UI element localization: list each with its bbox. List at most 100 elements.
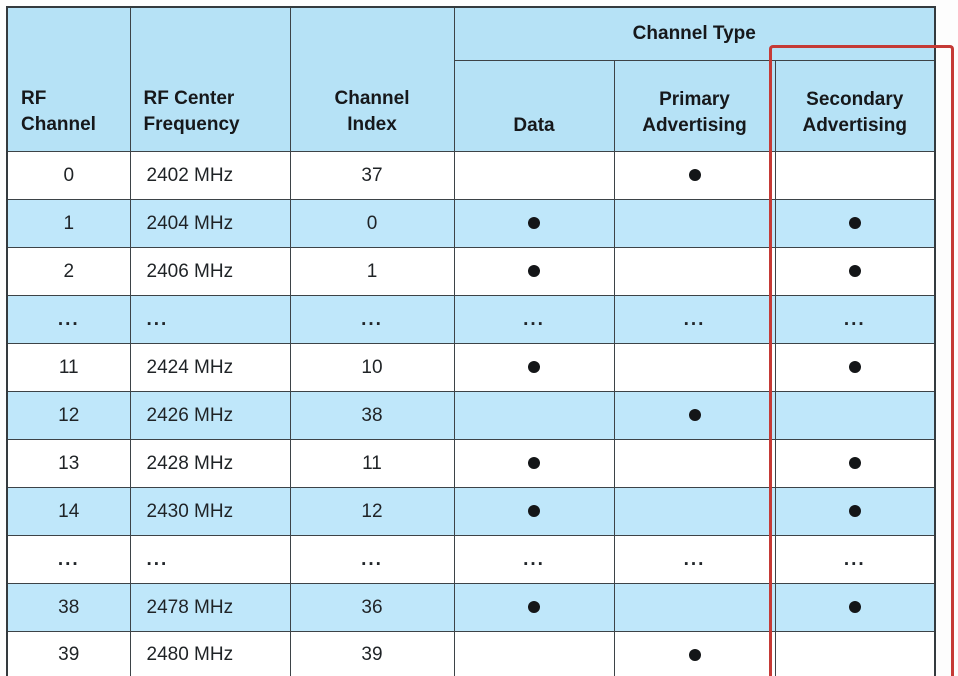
rf-center-frequency-cell: 2404 MHz xyxy=(129,199,291,248)
rf-channel-cell: 13 xyxy=(6,439,131,488)
rf-center-frequency-cell: 2406 MHz xyxy=(129,247,291,296)
secondary-advertising-cell xyxy=(774,151,936,200)
primary-advertising-cell xyxy=(613,247,776,296)
col-header-data: Data xyxy=(453,60,615,152)
table-row: 12 2426 MHz 38 xyxy=(6,391,936,440)
table-row: 2 2406 MHz 1 xyxy=(6,247,936,296)
table-row: 39 2480 MHz 39 xyxy=(6,631,936,676)
primary-advertising-cell xyxy=(613,151,776,200)
table-row: 11 2424 MHz 10 xyxy=(6,343,936,392)
dot-marker xyxy=(528,457,540,470)
data-channel-cell xyxy=(453,487,615,536)
channel-index-cell: 1 xyxy=(289,247,455,296)
data-channel-cell: ... xyxy=(453,535,615,584)
rf-center-frequency-cell: ... xyxy=(129,295,291,344)
table-row: 14 2430 MHz 12 xyxy=(6,487,936,536)
rf-channel-cell: 2 xyxy=(6,247,131,296)
channel-index-cell: ... xyxy=(289,295,455,344)
dot-marker xyxy=(688,409,701,422)
header-sub-row: Data Primary Advertising Secondary Adver… xyxy=(7,60,936,152)
dot-marker xyxy=(848,217,861,230)
data-channel-cell xyxy=(453,247,615,296)
rf-channel-cell: 14 xyxy=(6,487,131,536)
table-row: .................. xyxy=(6,295,936,344)
table-body: 0 2402 MHz 37 1 2404 MHz 0 2 2406 MHz 1.........… xyxy=(6,151,936,676)
channel-index-cell: 12 xyxy=(289,487,455,536)
rf-channel-cell: ... xyxy=(6,295,131,344)
secondary-advertising-cell xyxy=(774,343,936,392)
table-row: 0 2402 MHz 37 xyxy=(6,151,936,200)
channel-index-cell: 10 xyxy=(289,343,455,392)
secondary-advertising-cell: ... xyxy=(774,295,936,344)
secondary-advertising-cell xyxy=(774,391,936,440)
dot-marker xyxy=(848,505,861,518)
secondary-advertising-cell xyxy=(774,583,936,632)
col-header-secondary-advertising: Secondary Advertising xyxy=(774,60,936,152)
rf-center-frequency-cell: 2428 MHz xyxy=(129,439,291,488)
table-row: .................. xyxy=(6,535,936,584)
table-row: 1 2404 MHz 0 xyxy=(6,199,936,248)
channel-index-cell: 11 xyxy=(289,439,455,488)
secondary-advertising-cell xyxy=(774,199,936,248)
dot-marker xyxy=(848,601,861,614)
data-channel-cell xyxy=(453,583,615,632)
rf-center-frequency-cell: ... xyxy=(129,535,291,584)
data-channel-cell xyxy=(453,391,615,440)
rf-center-frequency-cell: 2426 MHz xyxy=(129,391,291,440)
secondary-advertising-cell xyxy=(774,439,936,488)
col-header-rf-channel: RF Channel xyxy=(6,6,131,152)
table-header: RF Channel RF Center Frequency Channel I… xyxy=(6,6,936,152)
dot-marker xyxy=(848,457,861,470)
data-channel-cell xyxy=(453,151,615,200)
rf-channel-cell: 0 xyxy=(6,151,131,200)
primary-advertising-cell xyxy=(613,583,776,632)
rf-center-frequency-cell: 2480 MHz xyxy=(129,631,291,676)
primary-advertising-cell xyxy=(613,343,776,392)
col-header-channel-type: Channel Type xyxy=(453,6,936,61)
rf-channel-cell: 12 xyxy=(6,391,131,440)
rf-channel-cell: 38 xyxy=(6,583,131,632)
primary-advertising-cell xyxy=(613,487,776,536)
dot-marker xyxy=(688,649,701,662)
rf-channel-cell: 39 xyxy=(6,631,131,676)
data-channel-cell xyxy=(453,439,615,488)
dot-marker xyxy=(688,169,701,182)
dot-marker xyxy=(528,265,540,278)
rf-channel-cell: 1 xyxy=(6,199,131,248)
rf-center-frequency-cell: 2430 MHz xyxy=(129,487,291,536)
channel-index-cell: 37 xyxy=(289,151,455,200)
secondary-advertising-cell xyxy=(774,487,936,536)
data-channel-cell xyxy=(453,631,615,676)
secondary-advertising-cell: ... xyxy=(774,535,936,584)
rf-center-frequency-cell: 2478 MHz xyxy=(129,583,291,632)
rf-channel-cell: 11 xyxy=(6,343,131,392)
secondary-advertising-cell xyxy=(774,247,936,296)
col-header-channel-index: Channel Index xyxy=(289,6,455,152)
table-row: 13 2428 MHz 11 xyxy=(6,439,936,488)
rf-center-frequency-cell: 2402 MHz xyxy=(129,151,291,200)
primary-advertising-cell: ... xyxy=(613,535,776,584)
header-group-row: RF Channel RF Center Frequency Channel I… xyxy=(6,6,936,152)
dot-marker xyxy=(528,601,540,614)
data-channel-cell: ... xyxy=(453,295,615,344)
primary-advertising-cell xyxy=(613,439,776,488)
dot-marker xyxy=(528,361,540,374)
ble-channel-table: RF Channel RF Center Frequency Channel I… xyxy=(6,6,937,676)
channel-index-cell: 0 xyxy=(289,199,455,248)
rf-channel-cell: ... xyxy=(6,535,131,584)
primary-advertising-cell xyxy=(613,199,776,248)
table-row: 38 2478 MHz 36 xyxy=(6,583,936,632)
rf-center-frequency-cell: 2424 MHz xyxy=(129,343,291,392)
secondary-advertising-cell xyxy=(774,631,936,676)
data-channel-cell xyxy=(453,343,615,392)
col-header-primary-advertising: Primary Advertising xyxy=(613,60,776,152)
dot-marker xyxy=(848,361,861,374)
channel-index-cell: 38 xyxy=(289,391,455,440)
primary-advertising-cell: ... xyxy=(613,295,776,344)
col-header-rf-center-frequency: RF Center Frequency xyxy=(129,6,291,152)
dot-marker xyxy=(848,265,861,278)
primary-advertising-cell xyxy=(613,631,776,676)
data-channel-cell xyxy=(453,199,615,248)
channel-index-cell: 36 xyxy=(289,583,455,632)
